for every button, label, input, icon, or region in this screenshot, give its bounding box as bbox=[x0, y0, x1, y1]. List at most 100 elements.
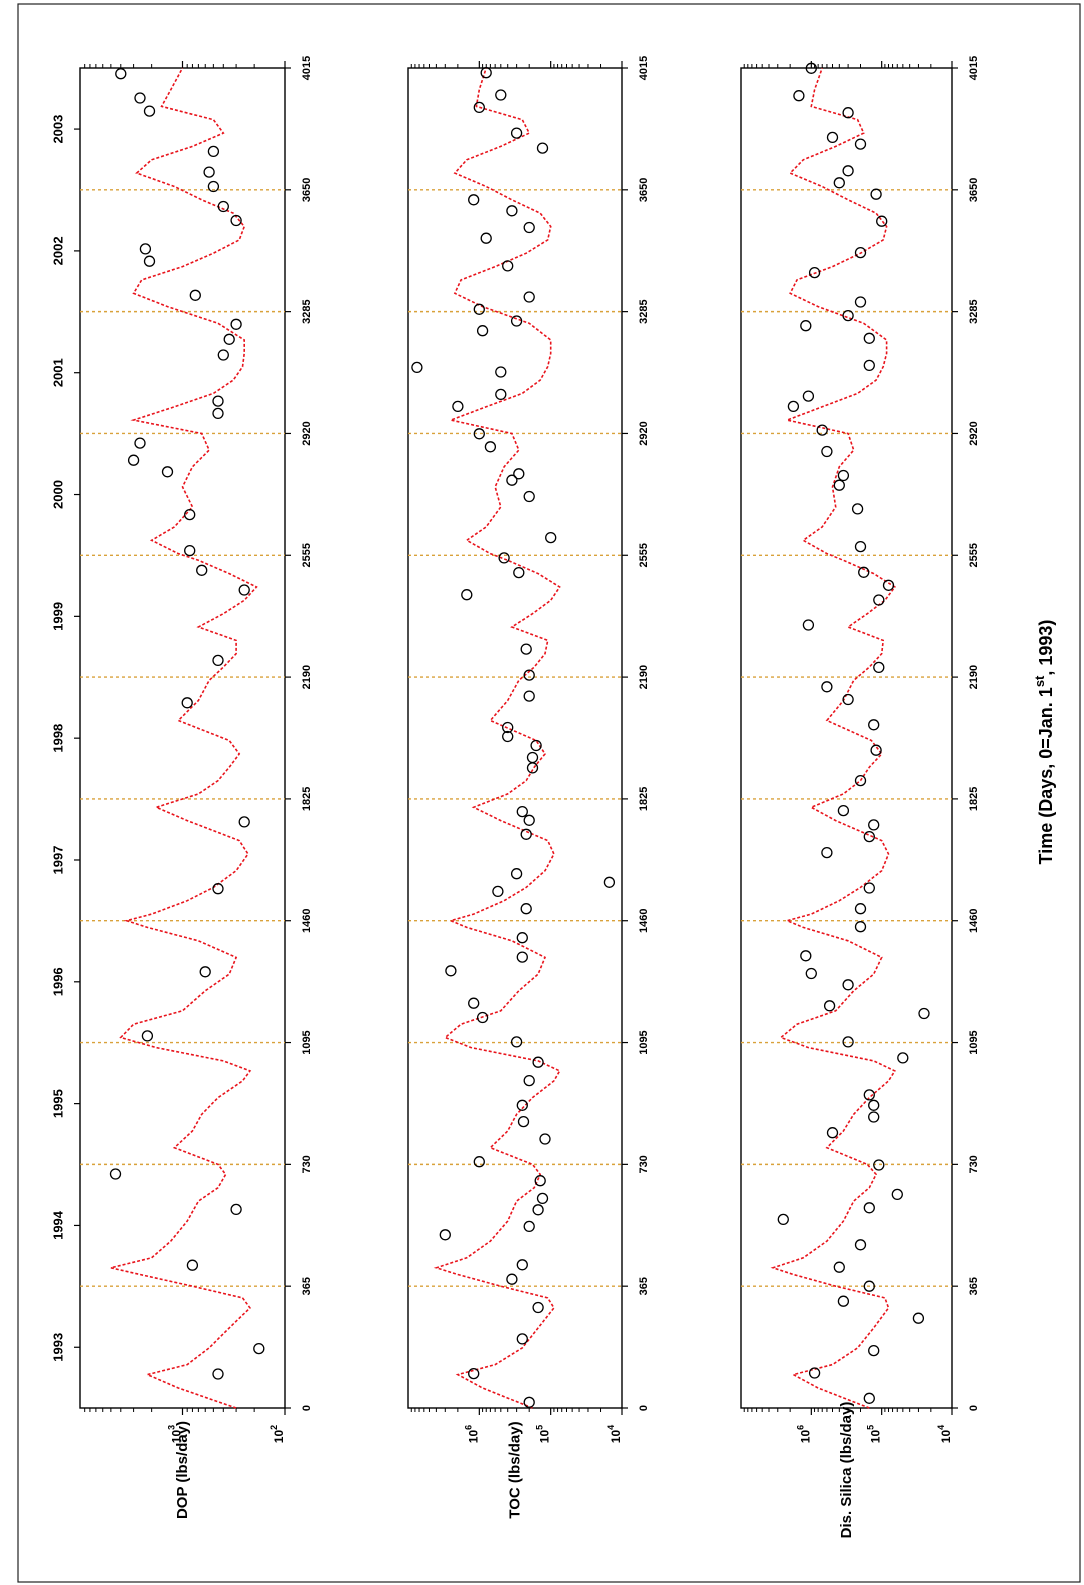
observation-point bbox=[134, 437, 146, 449]
x-tick-label: 2555 bbox=[968, 543, 980, 567]
observation-point bbox=[842, 309, 854, 322]
panel-3-frame bbox=[740, 67, 953, 1409]
observation-point bbox=[805, 967, 817, 980]
observation-point bbox=[530, 739, 542, 752]
x-tick-label: 1825 bbox=[301, 787, 313, 811]
year-label: 2003 bbox=[51, 115, 66, 144]
observation-point bbox=[502, 260, 514, 272]
observation-point bbox=[854, 774, 867, 787]
observation-point bbox=[523, 669, 535, 681]
year-label: 1999 bbox=[51, 602, 66, 631]
observation-point bbox=[851, 503, 864, 515]
observation-point bbox=[217, 200, 229, 213]
x-tick-label: 3650 bbox=[301, 178, 313, 202]
observation-point bbox=[212, 1368, 224, 1380]
x-tick-label: 4015 bbox=[968, 56, 980, 80]
figure-border bbox=[17, 3, 1081, 1583]
y-tick-label: 105 bbox=[866, 1425, 883, 1443]
observation-point bbox=[495, 89, 507, 101]
x-tick-label: 1095 bbox=[968, 1030, 980, 1054]
observation-point bbox=[516, 1259, 528, 1271]
x-tick-label: 0 bbox=[968, 1405, 980, 1411]
observation-point bbox=[876, 215, 888, 227]
observation-point bbox=[506, 1273, 518, 1285]
observation-point bbox=[212, 395, 224, 407]
y-tick-label-exp: 6 bbox=[795, 1425, 805, 1430]
observation-point bbox=[253, 1342, 265, 1355]
observation-point bbox=[516, 951, 528, 963]
x-tick-label: 2920 bbox=[968, 421, 980, 445]
observation-point bbox=[912, 1312, 925, 1324]
observation-point bbox=[109, 1168, 122, 1180]
observation-point bbox=[854, 921, 867, 933]
time-axis-label-sup: st bbox=[1032, 675, 1047, 687]
observation-point bbox=[837, 804, 850, 817]
x-tick-label: 2920 bbox=[301, 421, 313, 445]
observation-point bbox=[468, 997, 480, 1009]
x-tick-label: 730 bbox=[638, 1155, 650, 1173]
observation-point bbox=[461, 589, 473, 601]
observation-point bbox=[473, 1156, 485, 1168]
observation-point bbox=[196, 564, 208, 576]
panel-2-frame bbox=[407, 67, 623, 1409]
observation-point bbox=[238, 584, 250, 596]
year-label: 1998 bbox=[51, 724, 66, 753]
x-tick-label: 2555 bbox=[301, 543, 313, 567]
observation-point bbox=[868, 1099, 880, 1111]
observation-point bbox=[139, 243, 152, 255]
observation-point bbox=[526, 751, 539, 764]
observation-point bbox=[842, 1036, 854, 1048]
x-tick-label: 2190 bbox=[638, 665, 650, 689]
observation-point bbox=[230, 1203, 242, 1216]
y-tick-label-exp: 5 bbox=[866, 1425, 876, 1430]
observation-point bbox=[545, 531, 557, 544]
observation-point bbox=[510, 315, 523, 327]
panel-1: 0 365 730 1095 1460 1825 2190 2555 2920 3285 3650 4… bbox=[51, 56, 314, 1519]
x-tick-label: 1825 bbox=[968, 787, 980, 811]
x-tick-label: 365 bbox=[301, 1277, 313, 1295]
observation-point bbox=[517, 1115, 530, 1128]
x-tick-label: 1460 bbox=[301, 908, 313, 932]
y-tick-label-exp: 2 bbox=[269, 1425, 279, 1430]
x-tick-label: 2555 bbox=[638, 543, 650, 567]
observation-point bbox=[863, 332, 875, 344]
observation-point bbox=[863, 1280, 875, 1292]
observation-point bbox=[516, 1333, 528, 1345]
observation-point bbox=[823, 1000, 836, 1012]
observation-point bbox=[184, 544, 196, 557]
observation-point bbox=[777, 1213, 789, 1226]
y-tick-label: 104 bbox=[936, 1425, 953, 1443]
panel-3: 0 365 730 1095 1460 1825 2190 2555 2920 3285 3650 4… bbox=[740, 56, 980, 1538]
observation-point bbox=[539, 1133, 551, 1145]
observation-point bbox=[808, 266, 821, 279]
series-modeled-3 bbox=[770, 67, 896, 1409]
observation-point bbox=[520, 828, 532, 840]
y-tick-label-exp: 5 bbox=[535, 1425, 545, 1430]
observation-point bbox=[520, 643, 532, 655]
observation-point bbox=[863, 830, 875, 843]
x-tick-label: 3285 bbox=[638, 299, 650, 323]
observation-point bbox=[523, 490, 535, 503]
observation-point bbox=[536, 1192, 549, 1205]
time-axis-label-main: Time (Days, 0=Jan. 1 bbox=[1036, 687, 1056, 864]
observation-point bbox=[826, 131, 839, 144]
observation-point bbox=[476, 1011, 489, 1024]
year-label: 2000 bbox=[51, 480, 66, 509]
observation-point bbox=[127, 454, 140, 466]
y-tick-label-base: 10 bbox=[939, 1430, 953, 1444]
observation-point bbox=[870, 188, 882, 200]
observation-point bbox=[534, 1175, 546, 1187]
observation-point bbox=[870, 744, 882, 756]
y-tick-label-base: 10 bbox=[466, 1430, 480, 1444]
observation-point bbox=[536, 142, 549, 154]
observation-point bbox=[506, 474, 518, 486]
observation-point bbox=[468, 194, 480, 206]
year-label: 2001 bbox=[51, 358, 66, 387]
observation-point bbox=[203, 166, 215, 178]
observation-point bbox=[805, 62, 817, 74]
x-tick-label: 3650 bbox=[638, 178, 650, 202]
observation-point bbox=[207, 180, 220, 193]
observation-point bbox=[217, 349, 229, 361]
observation-point bbox=[603, 876, 616, 888]
